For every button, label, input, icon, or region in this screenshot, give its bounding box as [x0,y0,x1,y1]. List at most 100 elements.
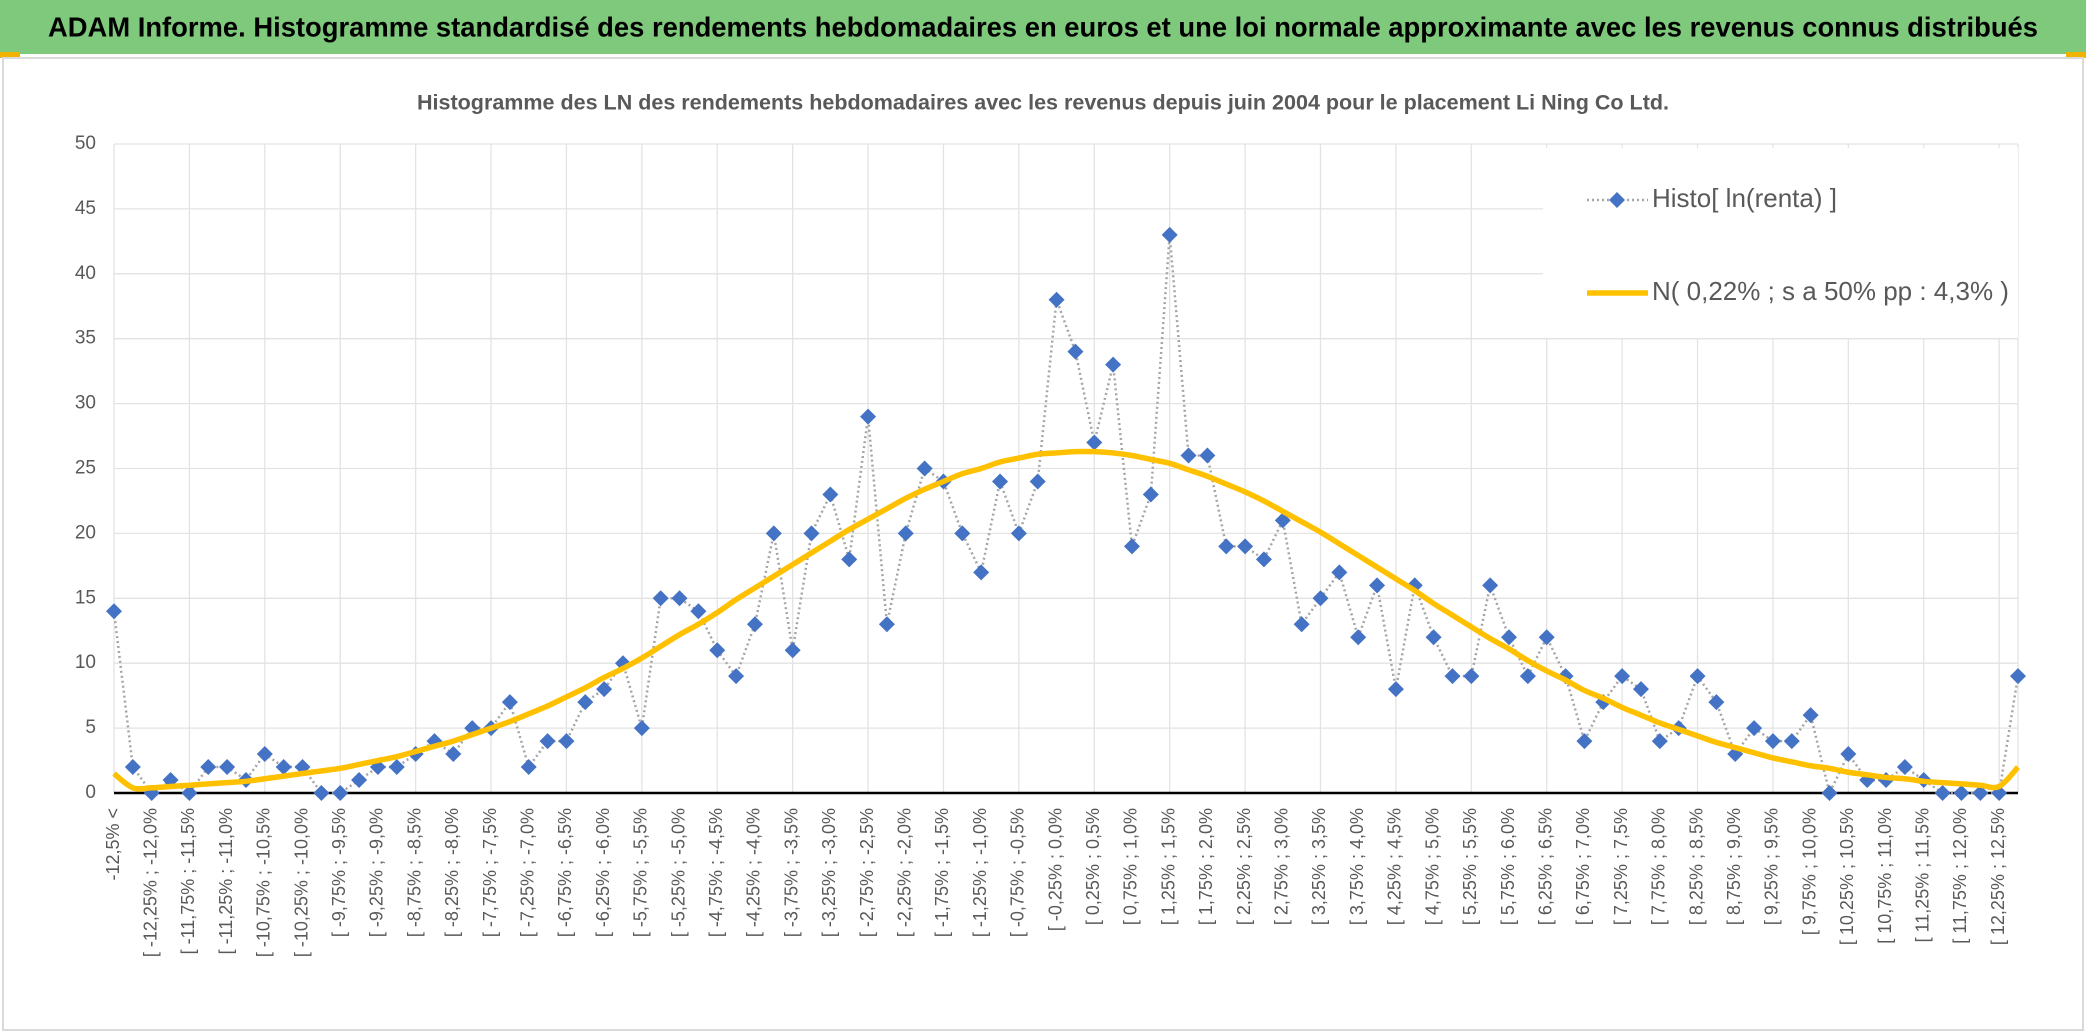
marker [1048,291,1065,308]
marker [1331,564,1348,581]
marker [1689,668,1706,685]
marker [1614,668,1631,685]
marker [954,525,971,542]
marker [388,759,405,776]
x-tick-label: [ -0,75% ; -0,5% [1008,808,1028,937]
x-tick-label: [ -10,25% ; -10,0% [291,808,311,957]
x-tick-label: [ 6,75% ; 7,0% [1573,808,1593,925]
x-tick-label: [ 10,75% ; 11,0% [1875,808,1895,944]
x-tick-label: [ 9,75% ; 10,0% [1799,808,1819,935]
legend-box [1543,148,2018,338]
marker [219,759,236,776]
marker [1369,577,1386,594]
marker [1953,785,1970,801]
legend-label: N( 0,22% ; s a 50% pp : 4,3% ) [1652,276,2009,306]
y-tick-label: 10 [75,652,96,673]
marker [1199,447,1216,464]
x-tick-label: [ 3,25% ; 3,5% [1309,808,1329,925]
marker [1425,629,1442,646]
marker [1519,668,1536,685]
x-tick-label: [ -6,75% ; -6,5% [555,808,575,937]
marker [671,590,688,607]
y-tick-label: 20 [75,522,96,543]
y-tick-label: 50 [75,133,96,154]
x-tick-label: [ -12,25% ; -12,0% [140,808,160,957]
legend-label: Histo[ ln(renta) ] [1652,183,1837,213]
legend-swatch [1609,192,1625,208]
x-tick-label: [ 10,25% ; 10,5% [1837,808,1857,945]
x-tick-label: [ -11,25% ; -11,0% [216,808,236,954]
marker [992,473,1009,490]
marker [1444,668,1461,685]
header-title: ADAM Informe. Histogramme standardisé de… [48,11,2038,42]
marker [709,642,726,659]
x-tick-label: [ -5,25% ; -5,0% [668,808,688,937]
marker [1387,681,1404,698]
marker [1708,694,1725,711]
marker [1312,590,1329,607]
marker [897,525,914,542]
x-tick-label: [ 7,75% ; 8,0% [1649,808,1669,925]
marker [765,525,782,542]
marker [1237,538,1254,555]
y-tick-label: 35 [75,328,96,349]
marker [973,564,990,581]
marker [1821,785,1838,801]
x-tick-label: [ -9,75% ; -9,5% [329,808,349,937]
marker [539,733,556,750]
x-tick-label: [ -2,75% ; -2,5% [857,808,877,937]
x-tick-label: [ 4,75% ; 5,0% [1422,808,1442,925]
marker [1764,733,1781,750]
x-tick-label: [ 8,25% ; 8,5% [1686,808,1706,925]
x-tick-label: [ -8,75% ; -8,5% [404,808,424,937]
marker [916,460,933,477]
marker [1161,226,1178,243]
marker [2010,668,2026,685]
marker [1142,486,1159,503]
marker [1123,538,1140,555]
marker [1293,616,1310,633]
x-tick-label: [ 8,75% ; 9,0% [1724,808,1744,925]
marker [332,785,349,801]
marker [1632,681,1649,698]
x-tick-label: [ 5,75% ; 6,0% [1498,808,1518,925]
y-tick-label: 30 [75,393,96,414]
x-tick-label: [ -1,25% ; -1,0% [970,808,990,937]
y-tick-label: 45 [75,198,96,219]
marker [1501,629,1518,646]
chart-title: Histogramme des LN des rendements hebdom… [417,92,1669,115]
marker [1105,356,1122,373]
marker [1463,668,1480,685]
marker [803,525,820,542]
marker [1086,434,1103,451]
x-tick-label: [ 1,75% ; 2,0% [1196,808,1216,925]
marker [1029,473,1046,490]
x-tick-label: [ -5,75% ; -5,5% [631,808,651,937]
marker [501,694,518,711]
x-tick-label: [ -4,25% ; -4,0% [744,808,764,937]
marker [1896,759,1913,776]
corner-mark [0,52,20,58]
y-tick-label: 5 [85,717,96,738]
marker [124,759,141,776]
x-tick-label: [ 1,25% ; 1,5% [1158,808,1178,925]
marker [1482,577,1499,594]
marker [860,408,877,425]
marker [784,642,801,659]
marker [596,681,613,698]
x-tick-label: [ 5,25% ; 5,5% [1460,808,1480,925]
marker [1067,343,1084,360]
x-tick-label: [ -0,25% ; 0,0% [1045,808,1065,931]
x-tick-label: [ 11,75% ; 12,0% [1950,808,1970,944]
x-tick-label: [ -3,25% ; -3,0% [819,808,839,937]
x-tick-label: [ 12,25% ; 12,5% [1988,808,2008,945]
x-tick-label: [ -11,75% ; -11,5% [178,808,198,954]
marker [633,720,650,737]
y-tick-label: 40 [75,263,96,284]
marker [577,694,594,711]
marker [841,551,858,568]
marker [1972,785,1989,801]
corner-mark [2066,52,2086,58]
marker [1651,733,1668,750]
